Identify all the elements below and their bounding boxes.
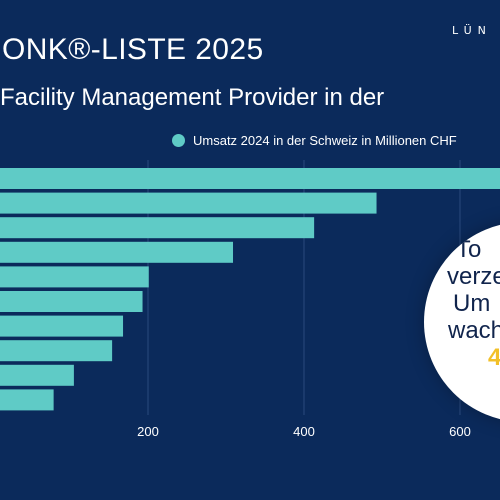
legend-label: Umsatz 2024 in der Schweiz in Millionen … (193, 133, 457, 148)
x-tick-label-400: 400 (293, 424, 315, 439)
bar-3 (0, 217, 315, 239)
bar-8 (0, 340, 113, 362)
badge-line-5: 4 (488, 344, 500, 371)
legend-marker (172, 134, 185, 147)
badge-line-4: wachs (448, 317, 500, 344)
brand-logo: LÜN (452, 24, 492, 37)
bar-5 (0, 266, 149, 288)
bar-4 (0, 241, 234, 263)
bar-10 (0, 389, 54, 411)
legend: Umsatz 2024 in der Schweiz in Millionen … (172, 133, 457, 148)
bar-2 (0, 192, 377, 214)
tick-layer: 200 400 600 (137, 424, 471, 439)
badge-line-1: To (456, 236, 482, 263)
bar-6 (0, 291, 143, 312)
x-tick-label-600: 600 (449, 424, 471, 439)
chart-subtitle: Facility Management Provider in der (0, 84, 385, 111)
badge-line-3: Um (453, 290, 491, 317)
bar-9 (0, 364, 74, 386)
x-tick-label-200: 200 (137, 424, 159, 439)
badge-line-2: verze (447, 263, 500, 290)
bar-1 (0, 168, 500, 189)
chart-title: ONK®-LISTE 2025 (2, 33, 264, 66)
bar-layer (0, 168, 500, 411)
bar-7 (0, 315, 124, 337)
